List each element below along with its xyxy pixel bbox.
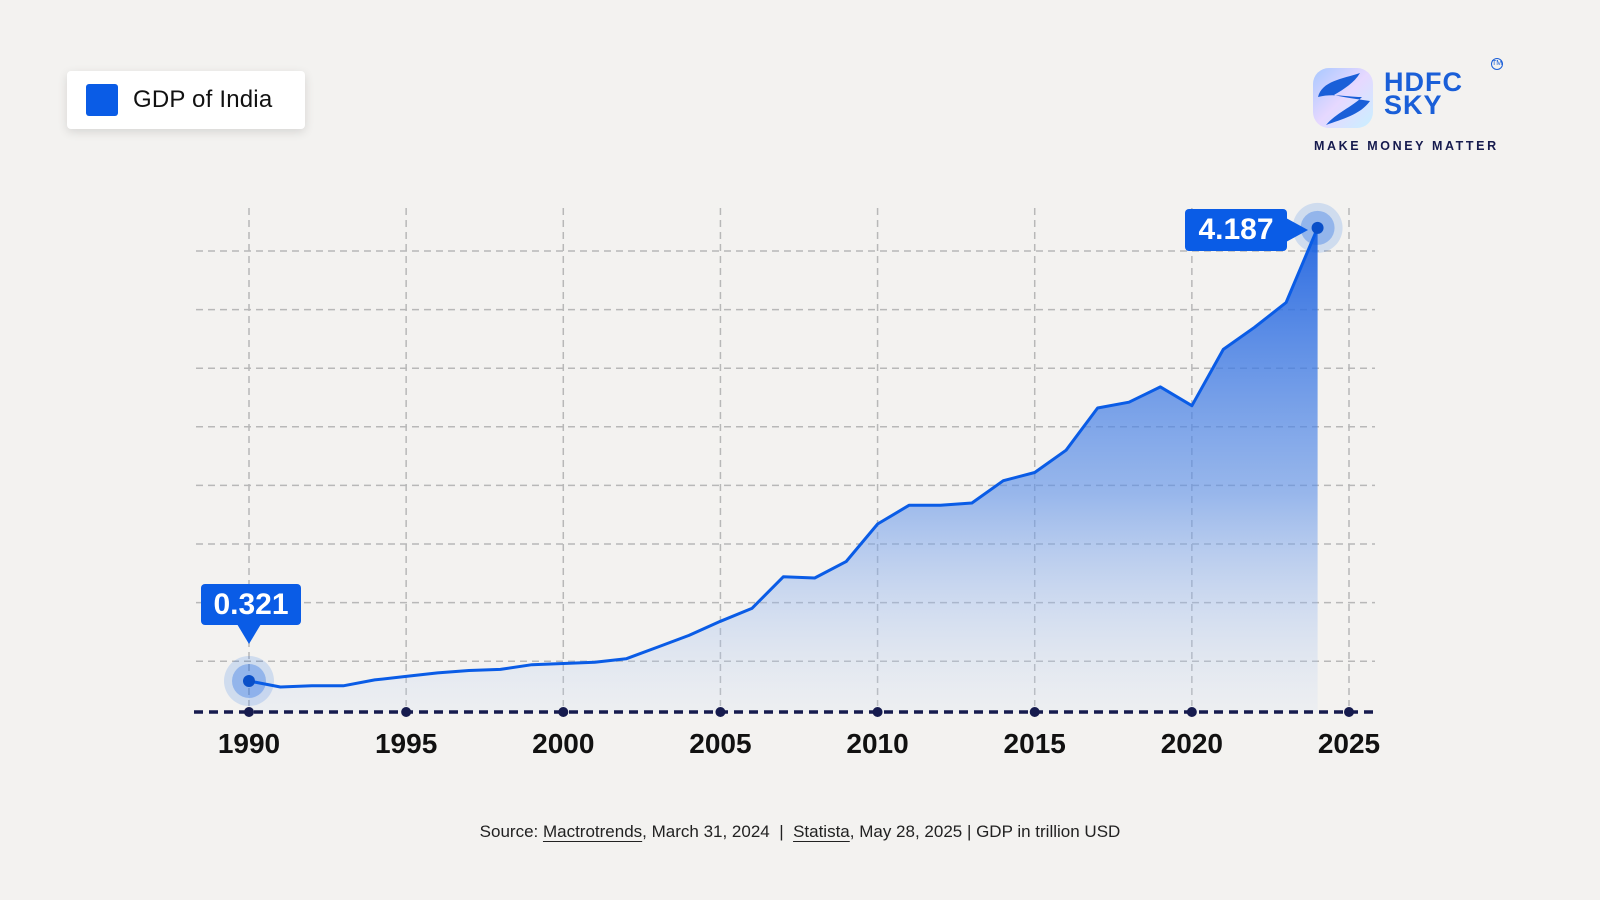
logo-line1: HDFC — [1384, 67, 1463, 97]
x-tick-label-2025: 2025 — [1317, 728, 1381, 759]
hdfc-sky-logo: HDFC SKY TM MAKE MONEY MATTER — [1312, 55, 1542, 165]
source-date-1: , March 31, 2024 | — [642, 822, 794, 841]
legend-swatch — [86, 84, 118, 116]
x-axis-tick-dot — [1344, 707, 1354, 717]
x-tick-label-1995: 1995 — [374, 728, 438, 759]
callout-start-pointer-icon — [237, 624, 261, 644]
logo-line2: SKY — [1384, 90, 1443, 120]
source-note: Source: Mactrotrends, March 31, 2024 | S… — [0, 822, 1600, 842]
x-tick-label-2020: 2020 — [1160, 728, 1223, 759]
x-axis-tick-dot — [401, 707, 412, 717]
gdp-area-fill — [249, 227, 1318, 712]
callout-end-label: 4.187 — [1198, 213, 1274, 246]
callout-start-label: 0.321 — [213, 588, 289, 621]
source-link-mactrotrends[interactable]: Mactrotrends — [542, 822, 643, 841]
x-axis-tick-dot — [872, 707, 883, 717]
source-prefix: Source: — [479, 822, 543, 841]
highlight-markers — [224, 202, 1343, 706]
legend-label: GDP of India — [133, 86, 273, 113]
logo-tagline: MAKE MONEY MATTER — [1314, 139, 1499, 153]
data-point-marker — [243, 674, 255, 687]
x-axis-tick-dot — [715, 707, 726, 717]
x-axis-tick-dot — [1029, 707, 1040, 717]
x-axis — [194, 707, 1376, 717]
x-tick-label-2010: 2010 — [846, 728, 909, 759]
source-date-2: , May 28, 2025 | GDP in trillion USD — [849, 822, 1121, 841]
data-point-marker — [1311, 221, 1324, 234]
x-tick-label-2000: 2000 — [532, 728, 595, 759]
legend: GDP of India — [67, 71, 305, 129]
source-link-statista[interactable]: Statista — [793, 822, 850, 841]
callout-start-value: 0.321 — [201, 584, 301, 625]
x-axis-tick-dot — [558, 707, 569, 717]
trademark-icon: TM — [1491, 58, 1503, 70]
gdp-line — [248, 227, 1319, 689]
x-tick-label-2005: 2005 — [689, 728, 752, 759]
x-tick-label-1990: 1990 — [217, 728, 281, 759]
callout-end-pointer-icon — [1286, 218, 1308, 242]
x-axis-tick-dot — [244, 707, 254, 717]
x-axis-tick-dot — [1186, 707, 1197, 717]
hdfc-sky-logo-icon — [1313, 68, 1373, 128]
x-tick-label-2015: 2015 — [1003, 728, 1066, 759]
callout-end-value: 4.187 — [1185, 209, 1287, 251]
logo-wordmark: HDFC SKY — [1384, 67, 1463, 120]
